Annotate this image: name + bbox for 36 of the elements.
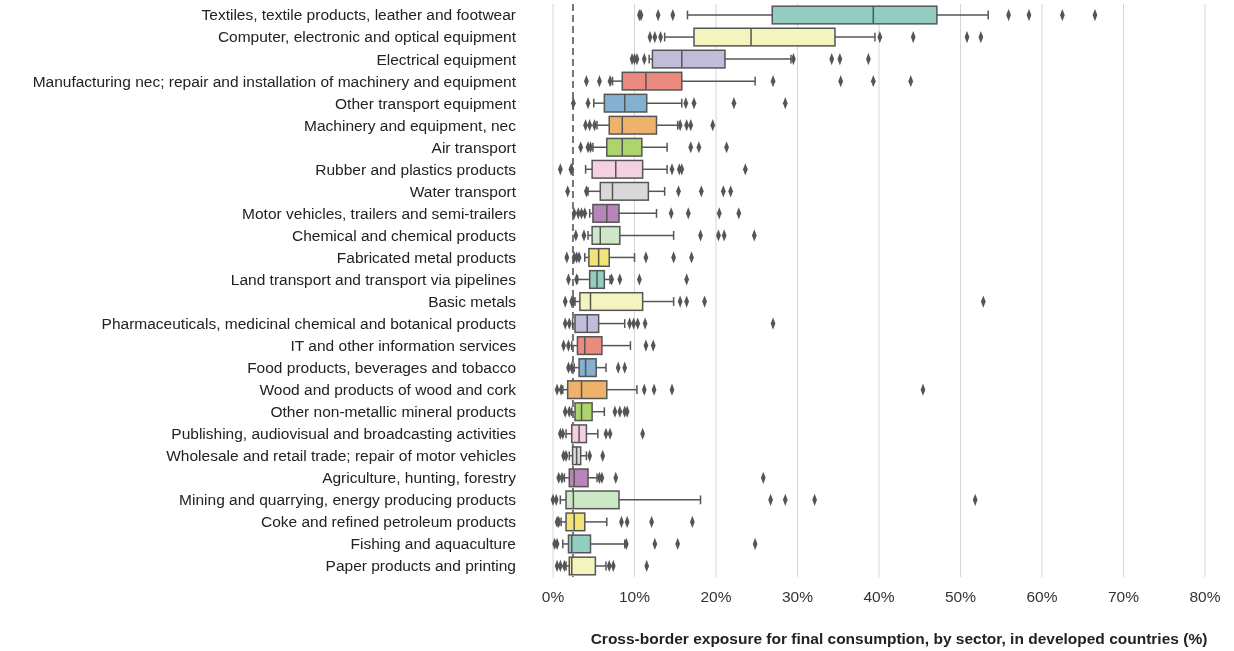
y-tick-label: Basic metals xyxy=(428,292,517,310)
x-tick-label: 10% xyxy=(618,588,651,605)
y-tick-label: Textiles, textile products, leather and footwear xyxy=(201,6,516,24)
y-tick-label: Publishing, audiovisual and broadcasting activities xyxy=(171,425,517,443)
x-tick-label: 80% xyxy=(1189,588,1221,605)
y-tick-label: Electrical equipment xyxy=(376,50,517,68)
x-tick-label: 70% xyxy=(1107,588,1140,605)
y-tick-label: Coke and refined petroleum products xyxy=(260,513,517,531)
x-tick-label: 50% xyxy=(944,588,977,605)
y-tick-label: Land transport and transport via pipelines xyxy=(230,270,517,288)
y-tick-label: Pharmaceuticals, medicinal chemical and botanical products xyxy=(101,314,517,332)
x-tick-label: 0% xyxy=(541,588,565,605)
y-tick-label: Fabricated metal products xyxy=(336,248,517,266)
y-tick-label: Wood and products of wood and cork xyxy=(259,381,517,399)
y-tick-label: Fishing and aquaculture xyxy=(350,535,516,553)
y-tick-label: Other transport equipment xyxy=(335,94,517,112)
y-tick-label: Paper products and printing xyxy=(325,557,516,575)
y-tick-label: Food products, beverages and tobacco xyxy=(247,359,516,377)
x-tick-label: 40% xyxy=(863,588,895,605)
y-tick-label: Mining and quarrying, energy producing products xyxy=(179,491,517,509)
y-tick-label: Air transport xyxy=(431,138,517,156)
y-tick-label: Agriculture, hunting, forestry xyxy=(322,469,517,487)
x-tick-label: 60% xyxy=(1026,588,1058,605)
y-tick-label: Motor vehicles, trailers and semi-trailers xyxy=(242,204,517,222)
x-axis-title: Cross-border exposure for final consumption, by sector, in developed countries (%) xyxy=(590,630,1208,647)
x-tick-label: 30% xyxy=(781,588,814,605)
y-tick-label: Chemical and chemical products xyxy=(292,226,517,244)
y-tick-label: Machinery and equipment, nec xyxy=(304,116,517,134)
y-tick-label: Other non-metallic mineral products xyxy=(270,403,517,421)
y-tick-label: IT and other information services xyxy=(290,337,517,355)
y-tick-label: Wholesale and retail trade; repair of motor vehicles xyxy=(166,447,517,465)
x-tick-label: 20% xyxy=(700,588,732,605)
y-tick-label: Rubber and plastics products xyxy=(315,160,517,178)
y-tick-label: Computer, electronic and optical equipment xyxy=(217,28,517,46)
y-tick-label: Manufacturing nec; repair and installation of machinery and equipment xyxy=(32,72,517,90)
y-tick-label: Water transport xyxy=(409,182,517,200)
